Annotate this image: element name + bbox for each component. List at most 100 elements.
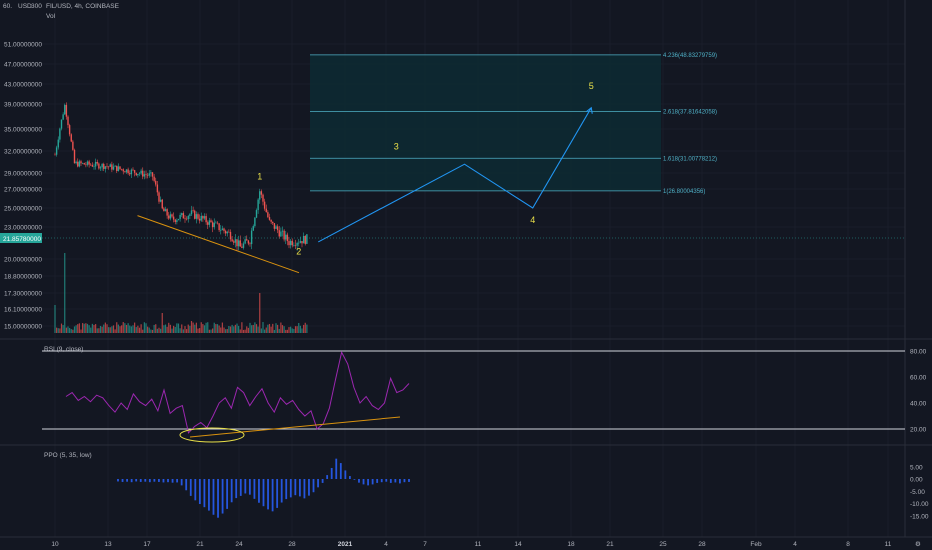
volume-bar [294,326,297,333]
candle-body [262,194,264,202]
time-tick-label: 18 [567,541,575,548]
volume-bar [195,322,197,333]
rsi-divergence-circle[interactable] [179,427,245,443]
candle-body [233,241,235,243]
candle-body [252,226,254,231]
ppo-hist-bar [208,479,210,511]
ppo-hist-bar [121,479,124,482]
ppo-hist-bar [298,479,301,497]
price-tick-label: 35.00000000 [4,127,42,134]
candle-body [224,230,227,234]
scale-value[interactable]: 300 [31,3,42,10]
volume-bar [221,322,223,333]
ppo-hist-bar [267,479,269,510]
candle-body [153,176,155,181]
ppo-title[interactable]: PPO (5, 35, low) [44,452,92,459]
time-tick-label: 4 [793,541,797,548]
settings-icon[interactable]: ⚙ [915,540,921,548]
candle-body [124,171,126,173]
fibonacci-extension[interactable]: 4.236(48.83279759) 2.618(37.81642058) 1.61… [310,53,717,195]
rsi-trendline[interactable] [189,416,401,438]
volume-bar [291,328,293,333]
time-axis[interactable]: 10 13 17 21 24 28 2021 4 7 11 14 18 21 25 28 Feb 4 8 11 [51,541,891,548]
volume-bar [216,324,219,333]
ppo-tick-label: -10.00 [910,501,929,508]
ppo-hist-bar [380,479,383,483]
ppo-tick-label: 5.00 [910,464,923,471]
volume-bar [164,324,167,333]
price-trendline[interactable] [137,215,300,274]
candle-body [64,104,66,115]
candle-body [116,165,118,172]
candle-body [211,222,214,228]
volume-bar [234,324,236,333]
scale-label[interactable]: 60. [3,3,12,10]
candle-body [159,199,162,202]
wave-projection[interactable] [317,106,593,243]
ppo-hist-bar [176,479,179,483]
volume-bar [179,328,181,333]
candle-body [226,231,228,234]
candle-body [133,170,136,173]
candle-body [302,235,305,244]
price-tick-label: 23.00000000 [4,225,42,232]
time-tick-label: 13 [104,541,112,548]
time-tick-label: 21 [606,541,614,548]
volume-bar [93,324,95,333]
ppo-hist-bar [171,479,174,483]
ppo-hist-bar [198,479,201,504]
ppo-hist-bar [212,479,215,515]
ppo-hist-bar [148,479,151,483]
volume-bar [189,325,191,333]
candle-body [249,243,251,245]
candle-body [255,210,258,218]
volume-bar [114,329,116,333]
wave-label: 5 [589,81,594,91]
volume-bar [65,327,67,333]
candle-body [148,173,150,176]
candle-body [127,169,129,174]
ppo-hist-bar [389,479,392,483]
volume-bar [268,323,271,333]
candle-body [280,231,282,237]
volume-bar [272,323,274,333]
ppo-hist-bar [335,458,338,479]
rsi-title[interactable]: RSI (9, close) [44,346,83,353]
candle-body [80,161,82,164]
volume-indicator-title[interactable]: Vol [46,13,56,20]
candle-body [208,220,211,225]
price-axis[interactable]: 51.00000000 47.00000000 43.00000000 39.0000… [4,42,42,331]
ppo-hist-bar [235,479,238,499]
volume-bar [257,326,259,333]
fib-level-label: 1.618(31.00778212) [663,156,717,162]
candle-body [172,216,175,220]
volume-bar [72,329,74,333]
volume-bar [82,323,84,333]
candle-body [94,161,97,167]
candle-body [273,223,276,229]
volume-bar [177,323,180,333]
ppo-pane: PPO (5, 35, low) 5.00 0.00 -5.00 -10.00 -15.… [44,452,929,520]
price-trendline-segment [137,215,300,274]
symbol-title[interactable]: FIL/USD, 4h, COINBASE [46,3,120,10]
volume-bar [80,329,82,333]
candle-body [283,230,285,240]
volume-bar [104,322,106,333]
candle-body [81,163,84,164]
ppo-hist-bar [162,479,165,483]
volume-bar [127,323,129,333]
candle-body [57,139,59,148]
wave-label: 2 [296,247,301,257]
rsi-tick-label: 80.00 [910,349,927,356]
candle-body [263,201,266,209]
ppo-hist-bar [330,467,333,479]
candle-body [137,174,139,176]
volume-bar [182,329,184,333]
candle-body [83,163,85,165]
candle-body [62,114,64,120]
ppo-hist-bar [394,479,397,483]
currency-label[interactable]: USD [18,3,32,10]
candle-body [223,228,225,231]
volume-bar [249,322,251,333]
